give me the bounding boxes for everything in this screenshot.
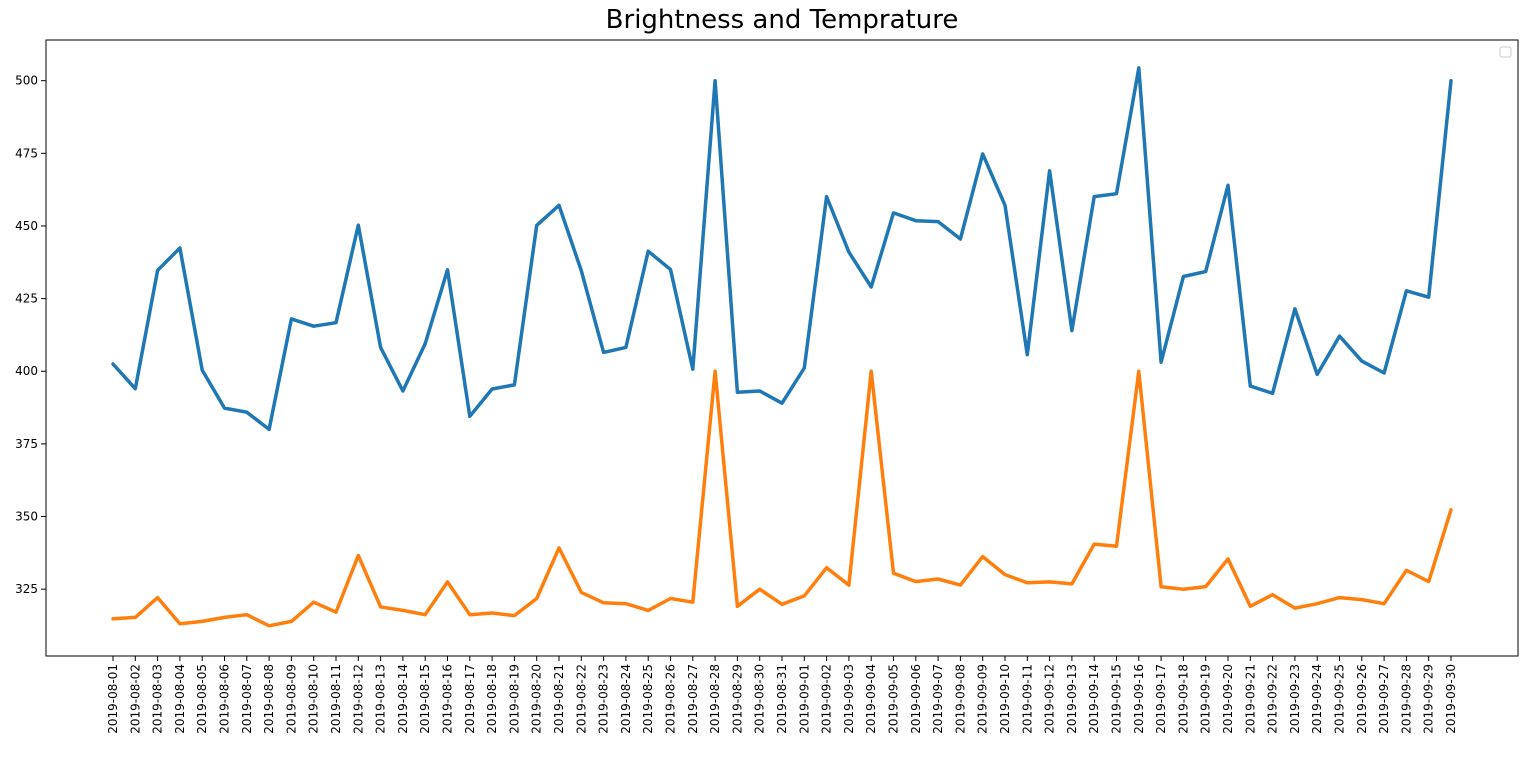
x-tick-label: 2019-08-07 — [240, 664, 254, 734]
x-tick-label: 2019-08-12 — [351, 664, 365, 734]
x-tick-label: 2019-09-09 — [976, 664, 990, 734]
x-tick-label: 2019-09-19 — [1199, 664, 1213, 734]
x-tick-label: 2019-09-11 — [1020, 664, 1034, 734]
x-tick-label: 2019-08-14 — [396, 664, 410, 734]
x-tick-label: 2019-09-17 — [1154, 664, 1168, 734]
y-tick-label: 450 — [15, 219, 38, 233]
x-tick-label: 2019-08-31 — [775, 664, 789, 734]
x-tick-label: 2019-09-03 — [842, 664, 856, 734]
x-tick-label: 2019-08-08 — [262, 664, 276, 734]
x-tick-label: 2019-09-27 — [1377, 664, 1391, 734]
x-tick-label: 2019-08-26 — [664, 664, 678, 734]
x-tick-label: 2019-09-18 — [1176, 664, 1190, 734]
x-tick-label: 2019-09-28 — [1399, 664, 1413, 734]
x-tick-label: 2019-08-28 — [708, 664, 722, 734]
plot-frame — [46, 40, 1518, 656]
x-tick-label: 2019-08-11 — [329, 664, 343, 734]
x-tick-label: 2019-09-06 — [909, 664, 923, 734]
series-line-2 — [113, 371, 1451, 626]
x-tick-label: 2019-09-07 — [931, 664, 945, 734]
x-tick-label: 2019-08-05 — [195, 664, 209, 734]
x-tick-label: 2019-09-26 — [1355, 664, 1369, 734]
x-tick-label: 2019-09-20 — [1221, 664, 1235, 734]
chart-title: Brightness and Temprature — [46, 5, 1518, 35]
x-tick-label: 2019-08-22 — [574, 664, 588, 734]
x-tick-label: 2019-09-29 — [1422, 664, 1436, 734]
x-tick-label: 2019-09-24 — [1310, 664, 1324, 734]
x-tick-label: 2019-09-05 — [887, 664, 901, 734]
x-tick-label: 2019-08-23 — [597, 664, 611, 734]
x-tick-label: 2019-09-01 — [797, 664, 811, 734]
x-tick-label: 2019-09-30 — [1444, 664, 1458, 734]
x-tick-label: 2019-08-13 — [374, 664, 388, 734]
x-tick-label: 2019-09-15 — [1110, 664, 1124, 734]
x-tick-label: 2019-08-10 — [307, 664, 321, 734]
x-tick-label: 2019-08-01 — [106, 664, 120, 734]
x-tick-label: 2019-08-29 — [730, 664, 744, 734]
x-tick-label: 2019-08-21 — [552, 664, 566, 734]
x-tick-label: 2019-09-02 — [820, 664, 834, 734]
plot-area: 325 350 375 400 425 450 475 500 2019-08-01 2019-0… — [15, 40, 1518, 734]
x-tick-label: 2019-08-09 — [284, 664, 298, 734]
x-tick-label: 2019-08-03 — [151, 664, 165, 734]
y-tick-label: 400 — [15, 364, 38, 378]
y-tick-label: 425 — [15, 292, 38, 306]
x-tick-label: 2019-09-22 — [1266, 664, 1280, 734]
x-tick-label: 2019-09-23 — [1288, 664, 1302, 734]
x-tick-label: 2019-09-25 — [1333, 664, 1347, 734]
x-tick-label: 2019-09-12 — [1043, 664, 1057, 734]
x-tick-label: 2019-09-08 — [953, 664, 967, 734]
x-tick-label: 2019-09-16 — [1132, 664, 1146, 734]
x-tick-label: 2019-08-06 — [218, 664, 232, 734]
y-tick-label: 375 — [15, 437, 38, 451]
x-tick-label: 2019-08-19 — [507, 664, 521, 734]
series-line-1 — [113, 68, 1451, 430]
x-tick-label: 2019-08-18 — [485, 664, 499, 734]
legend-box — [1500, 47, 1511, 57]
x-tick-label: 2019-08-27 — [686, 664, 700, 734]
x-tick-label: 2019-08-30 — [753, 664, 767, 734]
x-tick-label: 2019-09-04 — [864, 664, 878, 734]
x-tick-label: 2019-09-13 — [1065, 664, 1079, 734]
x-tick-label: 2019-09-10 — [998, 664, 1012, 734]
y-tick-label: 325 — [15, 582, 38, 596]
x-tick-label: 2019-08-16 — [441, 664, 455, 734]
y-tick-label: 475 — [15, 146, 38, 160]
x-tick-label: 2019-08-20 — [530, 664, 544, 734]
x-tick-label: 2019-08-15 — [418, 664, 432, 734]
x-tick-label: 2019-08-02 — [128, 664, 142, 734]
x-tick-label: 2019-08-24 — [619, 664, 633, 734]
x-tick-label: 2019-08-04 — [173, 664, 187, 734]
x-tick-label: 2019-08-25 — [641, 664, 655, 734]
x-tick-label: 2019-09-14 — [1087, 664, 1101, 734]
y-tick-label: 350 — [15, 510, 38, 524]
y-tick-label: 500 — [15, 74, 38, 88]
x-tick-label: 2019-09-21 — [1243, 664, 1257, 734]
x-tick-label: 2019-08-17 — [463, 664, 477, 734]
